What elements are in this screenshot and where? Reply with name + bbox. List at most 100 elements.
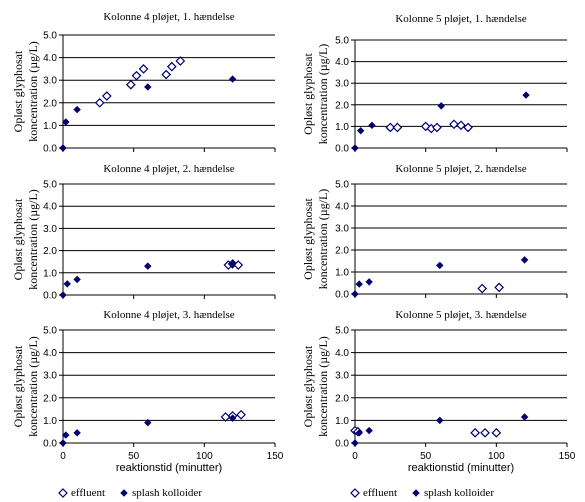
point-splash-kolloider [355,429,363,437]
point-effluent [456,120,466,131]
point-splash-kolloider [62,118,70,126]
legend-item-splash-kolloider: splash kolloider [411,487,494,499]
point-splash-kolloider [365,278,373,286]
point-effluent [175,56,186,66]
y-tick-label: 0.0 [43,144,57,155]
filled-diamond-icon [120,489,128,497]
point-effluent [161,69,172,80]
y-axis-label: koncentration (µg/L) [316,189,330,290]
y-tick-label: 4.0 [335,202,349,213]
point-splash-kolloider [228,75,237,83]
y-tick-label: 0.0 [335,439,349,450]
y-tick-label: 2.0 [43,98,57,109]
y-tick-label: 5.0 [335,36,349,47]
x-axis-label: reaktionstid (minutter) [116,462,222,474]
chart-title: Kolonne 5 pløjet, 3. hændelse [395,309,526,321]
y-tick-label: 4.0 [43,348,57,359]
y-axis-label: Opløst glyphosat [301,53,315,135]
y-tick-label: 1.0 [335,416,349,427]
point-effluent [236,409,246,420]
y-tick-label: 1.0 [43,121,57,132]
legend-label: splash kolloider [132,487,202,499]
point-splash-kolloider [436,416,444,425]
y-tick-label: 3.0 [335,79,349,90]
y-tick-label: 2.0 [335,100,349,111]
y-tick-label: 3.0 [335,371,349,382]
chart-panel: 0.0 1.0 2.0 3.0 4.0 5.0 Kolonne 4 pløjet, 2. h… [11,163,276,302]
point-splash-kolloider [355,280,363,288]
point-splash-kolloider [437,102,445,110]
point-splash-kolloider [59,144,67,152]
legend-right: effluent splash kolloider [350,487,504,499]
x-tick-label: 150 [559,451,576,462]
point-splash-kolloider [351,290,359,298]
chart-panel: 0.0 1.0 2.0 3.0 4.0 5.0 Kolonne 5 pløjet, 1. h… [301,13,568,155]
legend-item-splash-kolloider: splash kolloider [119,487,202,499]
point-effluent [463,122,473,133]
point-effluent [491,427,502,438]
point-effluent [432,122,442,133]
y-tick-label: 5.0 [43,180,57,191]
chart-panel: 0.0 1.0 2.0 3.0 4.0 5.0 Kolonne 5 pløjet, 2. h… [301,163,568,301]
point-effluent [477,283,488,294]
y-axis-label: koncentration (µg/L) [316,44,330,145]
y-tick-label: 1.0 [43,268,57,279]
chart-title: Kolonne 5 pløjet, 2. hændelse [395,163,526,175]
point-effluent [392,122,403,133]
point-effluent [470,427,480,438]
open-diamond-icon [350,488,360,498]
y-tick-label: 1.0 [335,268,349,279]
y-tick-label: 3.0 [43,224,57,235]
point-effluent [125,79,136,90]
point-splash-kolloider [351,439,359,447]
chart-title: Kolonne 4 pløjet, 2. hændelse [103,163,234,175]
point-splash-kolloider [522,91,530,99]
chart-panel: 0.0 1.0 2.0 3.0 4.0 5.0 Kolonne 4 pløjet, 1. h… [11,11,276,155]
x-tick-label: 0 [352,451,358,462]
point-splash-kolloider [356,127,365,135]
point-effluent [138,64,149,74]
y-tick-label: 5.0 [43,31,57,42]
x-tick-label: 150 [267,451,284,462]
point-splash-kolloider [520,256,529,264]
y-axis-label: koncentration (µg/L) [26,41,40,142]
y-tick-label: 0.0 [43,291,57,302]
legend-left: effluent splash kolloider [58,487,212,499]
point-splash-kolloider [59,439,67,447]
x-tick-label: 100 [488,451,505,462]
y-tick-label: 5.0 [43,326,57,337]
point-splash-kolloider [144,83,152,91]
open-diamond-icon [58,488,68,498]
chart-panel: 0.0 1.0 2.0 3.0 4.0 5.0 0 50 100 150 Kolonne 4 plø… [11,309,284,474]
chart-title: Kolonne 5 pløjet, 1. hændelse [395,13,526,25]
x-tick-label: 50 [128,451,140,462]
y-tick-label: 4.0 [335,348,349,359]
y-tick-label: 1.0 [335,122,349,133]
point-effluent [449,119,459,130]
y-tick-label: 2.0 [335,246,349,257]
x-tick-label: 100 [196,451,213,462]
point-effluent [94,97,105,108]
y-axis-label: koncentration (µg/L) [26,336,40,437]
y-tick-label: 2.0 [335,393,349,404]
legend-item-effluent: effluent [58,487,105,499]
point-splash-kolloider [63,280,71,288]
point-splash-kolloider [365,426,373,435]
legend-item-effluent: effluent [350,487,397,499]
point-splash-kolloider [368,121,376,130]
x-tick-label: 0 [60,451,66,462]
point-splash-kolloider [59,291,67,299]
chart-title: Kolonne 4 pløjet, 1. hændelse [103,11,234,23]
point-effluent [101,91,112,101]
point-splash-kolloider [144,418,152,427]
y-tick-label: 0.0 [335,290,349,301]
point-splash-kolloider [436,261,444,270]
point-splash-kolloider [351,144,359,152]
point-splash-kolloider [520,413,529,421]
legend-label: effluent [71,487,106,499]
point-splash-kolloider [228,260,237,268]
legend-label: effluent [363,487,398,499]
y-tick-label: 0.0 [335,144,349,155]
y-tick-label: 2.0 [43,246,57,257]
